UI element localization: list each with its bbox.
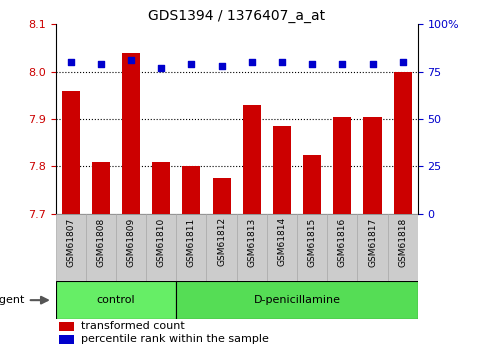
Bar	[327, 214, 357, 281]
Bar	[242, 105, 261, 345]
Text: D-penicillamine: D-penicillamine	[254, 295, 341, 305]
Bar	[59, 335, 73, 344]
Bar	[183, 167, 200, 345]
Bar	[146, 214, 176, 281]
Text: GSM61807: GSM61807	[66, 217, 75, 267]
Point	[97, 61, 105, 67]
Bar	[333, 117, 352, 345]
Point	[157, 65, 165, 70]
Text: GSM61809: GSM61809	[127, 217, 136, 267]
Text: GSM61812: GSM61812	[217, 217, 226, 266]
Bar	[116, 214, 146, 281]
Text: GSM61818: GSM61818	[398, 217, 407, 267]
Text: GSM61813: GSM61813	[247, 217, 256, 267]
Bar	[357, 214, 388, 281]
Point	[187, 61, 195, 67]
Text: control: control	[97, 295, 135, 305]
Bar	[176, 214, 207, 281]
Bar	[86, 214, 116, 281]
Text: GSM61817: GSM61817	[368, 217, 377, 267]
Point	[339, 61, 346, 67]
Bar	[273, 126, 291, 345]
Point	[399, 59, 407, 65]
Text: GSM61810: GSM61810	[156, 217, 166, 267]
Bar	[176, 281, 418, 319]
Text: percentile rank within the sample: percentile rank within the sample	[81, 334, 269, 344]
Bar	[267, 214, 297, 281]
Point	[67, 59, 74, 65]
Bar	[207, 214, 237, 281]
Bar	[394, 72, 412, 345]
Point	[127, 57, 135, 63]
Bar	[303, 155, 321, 345]
Bar	[56, 214, 86, 281]
Title: GDS1394 / 1376407_a_at: GDS1394 / 1376407_a_at	[148, 9, 325, 23]
Text: GSM61816: GSM61816	[338, 217, 347, 267]
Text: GSM61814: GSM61814	[277, 217, 286, 266]
Bar	[237, 214, 267, 281]
Bar	[92, 162, 110, 345]
Text: GSM61811: GSM61811	[187, 217, 196, 267]
Bar	[62, 90, 80, 345]
Bar	[59, 322, 73, 331]
Point	[278, 59, 286, 65]
Bar	[152, 162, 170, 345]
Point	[308, 61, 316, 67]
Text: agent: agent	[0, 295, 25, 305]
Text: GSM61808: GSM61808	[96, 217, 105, 267]
Point	[369, 61, 376, 67]
Bar	[213, 178, 231, 345]
Text: GSM61815: GSM61815	[308, 217, 317, 267]
Bar	[364, 117, 382, 345]
Point	[248, 59, 256, 65]
Point	[218, 63, 226, 69]
Text: transformed count: transformed count	[81, 322, 185, 331]
Bar	[122, 53, 140, 345]
Bar	[388, 214, 418, 281]
Bar	[297, 214, 327, 281]
Bar	[56, 281, 176, 319]
